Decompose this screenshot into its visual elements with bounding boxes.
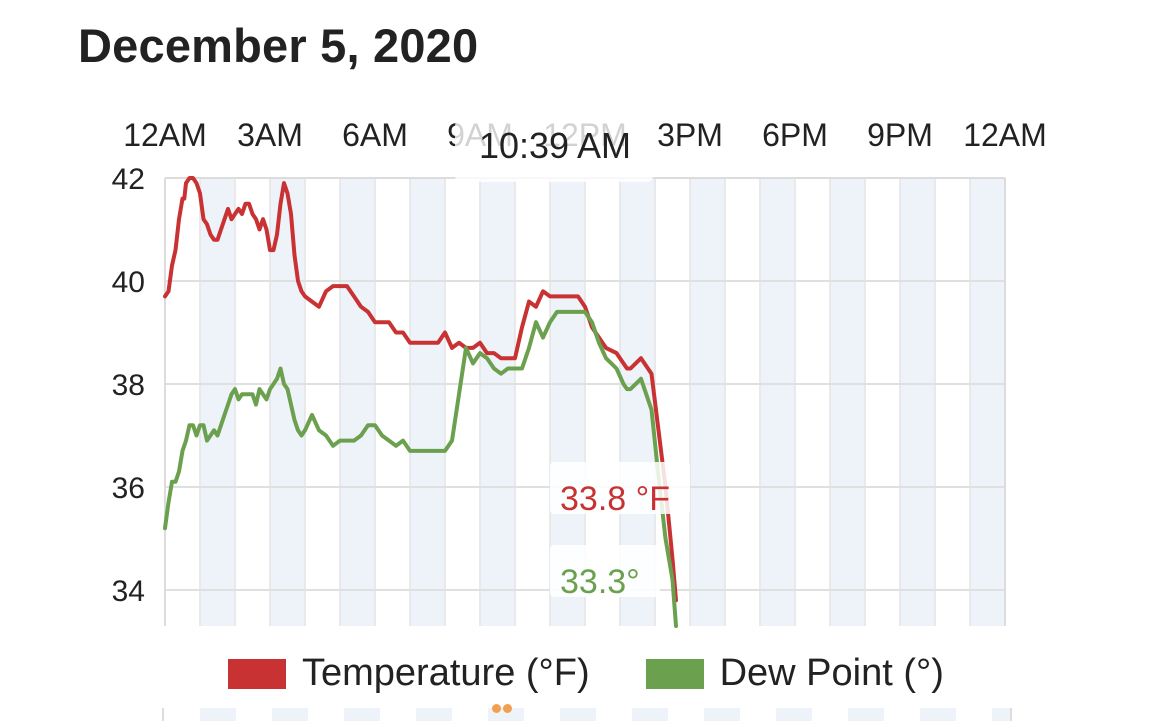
hour-stripe: [480, 178, 515, 626]
legend-swatch-temperature: [228, 658, 286, 689]
legend-label-dew-point: Dew Point (°): [719, 652, 944, 694]
series-lines: [163, 176, 678, 628]
series-line-dew-point: [163, 309, 678, 628]
x-tick-label: 6PM: [762, 117, 828, 153]
hour-stripe: [900, 178, 935, 626]
end-value-labels: 33.8 °F 33.3°: [550, 462, 690, 601]
date-title: December 5, 2020: [78, 19, 479, 72]
x-tick-label: 3AM: [237, 117, 303, 153]
end-label-background: [550, 462, 690, 514]
end-value-label-temperature: 33.8 °F: [560, 480, 670, 518]
legend-item-dew-point[interactable]: Dew Point (°): [645, 652, 944, 695]
hour-stripe: [340, 178, 375, 626]
hour-stripe: [410, 178, 445, 626]
chart-legend: Temperature (°F) Dew Point (°): [228, 652, 1000, 695]
x-tick-label: 3PM: [657, 117, 723, 153]
scroll-indicator-dot[interactable]: [492, 704, 501, 713]
tooltip-box: [455, 120, 653, 182]
hour-stripe: [270, 178, 305, 626]
y-axis-ticks: 34 36 38 40 42: [112, 163, 145, 608]
time-tooltip[interactable]: 10:39 AM: [455, 120, 653, 182]
temperature-dewpoint-chart: 12AM3AM6AM9AM12PM3PM6PM9PM12AM 343638404…: [112, 117, 1047, 628]
x-tick-label: 12AM: [963, 117, 1047, 153]
hour-stripe: [690, 178, 725, 626]
x-tick-label: 12AM: [123, 117, 207, 153]
y-tick-label: 38: [112, 369, 145, 402]
next-chart-strip: [162, 708, 1012, 721]
tooltip-time: 10:39 AM: [479, 125, 631, 166]
legend-label-temperature: Temperature (°F): [302, 652, 590, 694]
hour-stripe: [830, 178, 865, 626]
end-label-background: [550, 545, 660, 597]
scroll-indicator-dot[interactable]: [503, 704, 512, 713]
x-tick-label: 9PM: [867, 117, 933, 153]
chart-grid: [164, 177, 1006, 626]
legend-swatch-dew-point: [645, 658, 704, 689]
x-tick-label: 6AM: [342, 117, 408, 153]
hour-stripe: [970, 178, 1005, 626]
y-tick-label: 40: [112, 266, 145, 299]
series-line-temperature: [163, 176, 678, 603]
y-tick-label: 36: [112, 472, 145, 505]
y-tick-label: 34: [112, 575, 145, 608]
legend-item-temperature[interactable]: Temperature (°F): [228, 652, 590, 695]
end-value-label-dew-point: 33.3°: [560, 563, 640, 601]
y-tick-label: 42: [112, 163, 145, 196]
hour-stripe: [760, 178, 795, 626]
